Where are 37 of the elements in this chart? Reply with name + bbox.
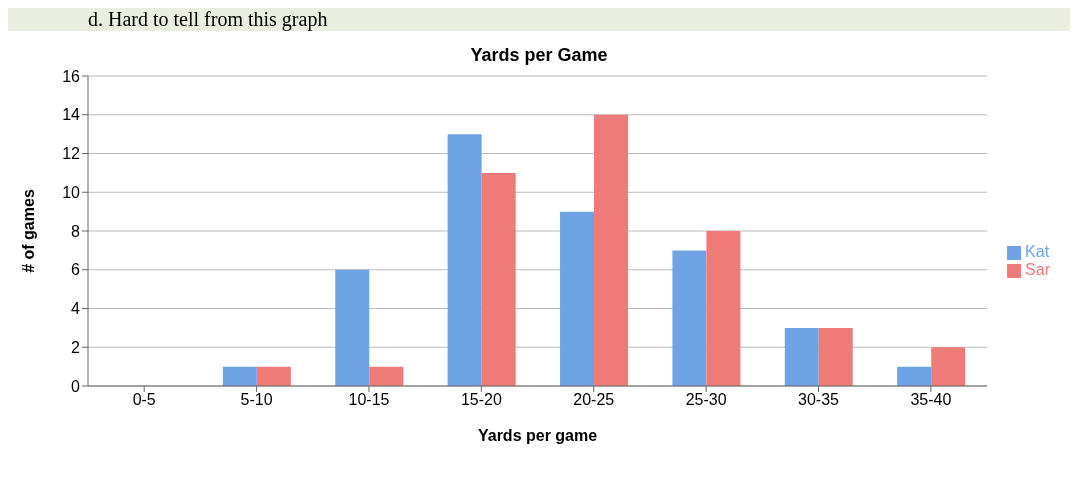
y-tick-label: 4 [71,300,81,318]
bar [897,366,932,386]
x-tick-label: 25-30 [685,391,727,409]
y-tick-label: 10 [62,183,81,201]
y-tick-label: 16 [62,67,81,85]
y-tick-label: 8 [71,222,81,240]
y-tick-label: 14 [62,106,81,124]
y-tick-label: 12 [62,145,81,163]
y-tick-label: 2 [71,338,81,356]
bar [672,250,707,386]
bar [256,366,291,386]
bar [931,347,966,386]
bar [594,114,629,386]
x-tick-label: 0-5 [132,391,156,409]
bar [369,366,404,386]
bar [222,366,257,386]
bar [335,269,370,386]
bar [560,211,595,386]
x-tick-label: 35-40 [910,391,952,409]
legend-label: Sar [1025,261,1050,278]
x-axis-title: Yards per game [477,427,598,444]
bar [481,172,516,386]
y-tick-label: 6 [71,261,81,279]
x-tick-label: 10-15 [348,391,390,409]
x-tick-label: 5-10 [240,391,273,409]
bar [706,231,741,386]
x-tick-label: 30-35 [798,391,840,409]
x-tick-label: 15-20 [460,391,502,409]
text: d. Hard to tell from this graph [8,8,1070,31]
y-tick-label: 0 [71,377,81,395]
bar [818,327,853,386]
x-tick-label: 20-25 [573,391,615,409]
legend-label: Kat [1025,243,1050,260]
chart-title: Yards per Game [469,45,609,66]
bar [784,327,819,386]
y-axis-title: # of games [19,189,37,273]
bar [447,134,482,386]
